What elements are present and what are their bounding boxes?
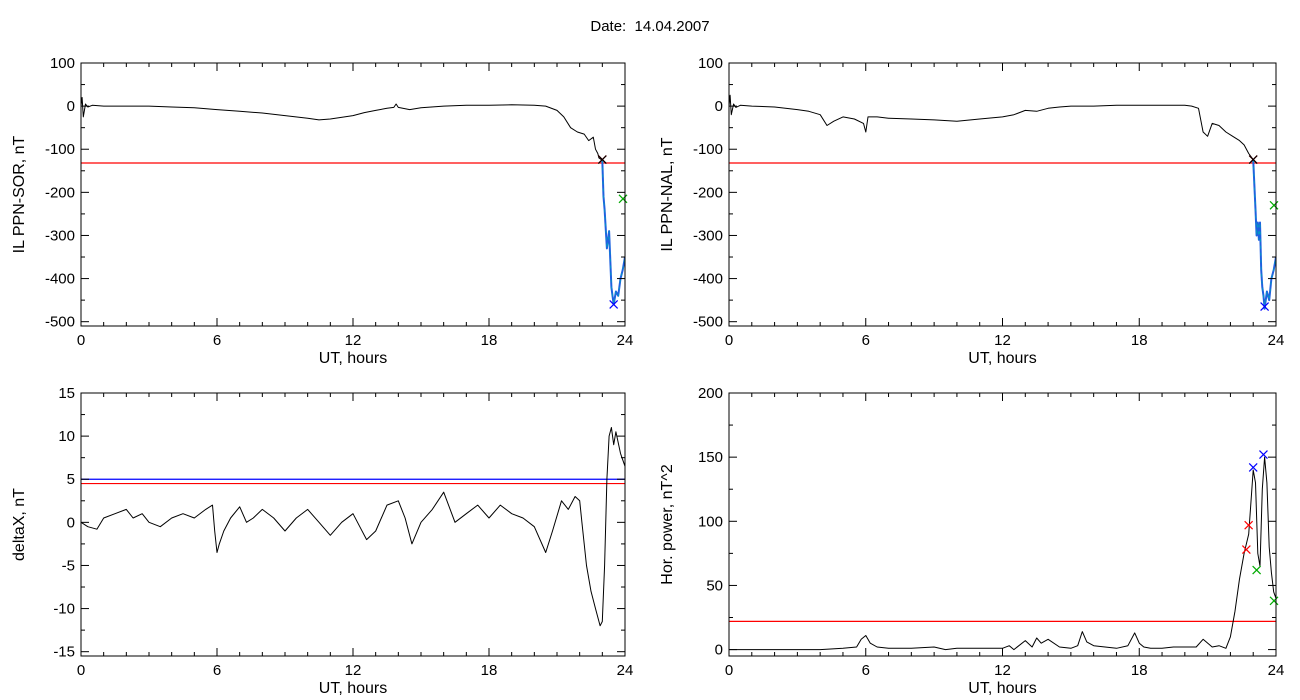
data-marker-red: [1244, 520, 1254, 530]
data-line-black: [81, 97, 603, 161]
y-tick-label: 5: [67, 471, 75, 488]
chart-panel-4: 0 6 12 18 24 200 150 100 50 0 UT, hours Hor. power,…: [659, 385, 1284, 697]
x-tick-label: 6: [862, 332, 870, 349]
data-line-cyan-overlay: [1252, 159, 1276, 309]
plot-frame: [728, 62, 1277, 327]
chart-panel-1: 0 6 12 18 24 100 0 -100 -200 -300 -400 -500 UT, hour…: [11, 55, 633, 367]
marker-stroke: [1248, 155, 1258, 165]
data-marker-blue: [1248, 462, 1258, 472]
y-tick-label: -100: [45, 141, 75, 158]
data-group: [81, 97, 625, 306]
x-tick-label: 18: [481, 662, 498, 679]
x-tick-label: 24: [1268, 662, 1285, 679]
marker-stroke: [1252, 565, 1262, 575]
y-tick-label: -200: [693, 184, 723, 201]
y-tick-label: 200: [698, 385, 723, 402]
x-tick-label: 12: [345, 662, 362, 679]
page-title: Date: 14.04.2007: [590, 18, 710, 35]
x-tick-label: 24: [617, 662, 634, 679]
y-tick-label: 0: [67, 98, 75, 115]
y-tick-label: -10: [53, 601, 75, 618]
data-marker-green: [618, 194, 628, 204]
y-axis-label: deltaX, nT: [11, 488, 28, 561]
x-axis-label: UT, hours: [968, 680, 1036, 697]
plot-frame: [80, 62, 626, 327]
x-tick-label: 24: [1268, 332, 1285, 349]
y-tick-label: -15: [53, 644, 75, 661]
marker-stroke: [1269, 200, 1279, 210]
marker-stroke: [597, 155, 607, 165]
y-tick-label: 100: [698, 513, 723, 530]
plot-frame: [728, 392, 1277, 657]
y-axis-label: Hor. power, nT^2: [659, 464, 676, 585]
data-marker-blue: [609, 300, 619, 309]
x-axis-label: UT, hours: [968, 350, 1036, 367]
y-axis-label: IL PPN-SOR, nT: [11, 135, 28, 253]
y-tick-label: -300: [45, 227, 75, 244]
data-marker-blue: [1260, 302, 1270, 312]
x-tick-label: 18: [1131, 662, 1148, 679]
y-tick-label: -500: [693, 314, 723, 331]
y-axis-label: IL PPN-NAL, nT: [659, 137, 676, 251]
x-tick-label: 24: [617, 332, 634, 349]
chart-panel-3: 0 6 12 18 24 15 10 5 0 -5 -10 -15 UT, hours deltaX, n…: [11, 385, 633, 697]
x-tick-label: 6: [213, 332, 221, 349]
data-group: [729, 456, 1276, 651]
y-tick-label: 10: [58, 428, 75, 445]
y-tick-label: -300: [693, 227, 723, 244]
y-tick-label: 150: [698, 449, 723, 466]
x-tick-label: 0: [725, 662, 733, 679]
marker-stroke: [1260, 302, 1270, 312]
y-tick-label: -500: [45, 314, 75, 331]
data-marker-green: [1269, 596, 1279, 606]
data-line-black: [729, 456, 1276, 651]
data-group: [729, 94, 1276, 310]
y-tick-label: 100: [50, 55, 75, 72]
x-tick-label: 6: [862, 662, 870, 679]
x-tick-label: 0: [77, 662, 85, 679]
x-tick-label: 18: [1131, 332, 1148, 349]
data-marker-black: [1248, 155, 1258, 165]
y-tick-label: 100: [698, 55, 723, 72]
data-group: [81, 427, 625, 627]
x-tick-label: 18: [481, 332, 498, 349]
data-marker-red: [1241, 545, 1251, 554]
x-axis-label: UT, hours: [319, 350, 387, 367]
y-tick-label: 0: [715, 98, 723, 115]
x-tick-label: 0: [77, 332, 85, 349]
y-tick-label: -100: [693, 141, 723, 158]
x-tick-label: 0: [725, 332, 733, 349]
x-tick-label: 12: [994, 662, 1011, 679]
y-tick-label: -400: [693, 271, 723, 288]
data-line-cyan-overlay: [601, 160, 625, 305]
y-tick-label: 50: [706, 577, 723, 594]
x-axis-label: UT, hours: [319, 680, 387, 697]
data-marker-blue: [1259, 450, 1268, 460]
data-marker-black: [597, 155, 607, 165]
y-tick-label: -200: [45, 184, 75, 201]
marker-stroke: [609, 300, 619, 309]
data-line-black: [729, 94, 1254, 160]
y-tick-label: 0: [715, 642, 723, 659]
marker-stroke: [618, 194, 628, 204]
marker-stroke: [1241, 545, 1251, 554]
x-tick-label: 6: [213, 662, 221, 679]
y-tick-label: -400: [45, 271, 75, 288]
y-tick-label: 15: [58, 385, 75, 402]
x-tick-label: 12: [345, 332, 362, 349]
marker-stroke: [1244, 520, 1254, 530]
chart-panel-2: 0 6 12 18 24 100 0 -100 -200 -300 -400 -500 UT, hour…: [659, 55, 1284, 367]
y-tick-label: 0: [67, 514, 75, 531]
marker-stroke: [1248, 462, 1258, 472]
data-marker-green: [1269, 200, 1279, 210]
data-marker-green: [1252, 565, 1262, 575]
y-tick-label: -5: [62, 557, 75, 574]
x-tick-label: 12: [994, 332, 1011, 349]
marker-stroke: [1259, 450, 1268, 460]
data-line-black: [81, 427, 625, 627]
marker-stroke: [1269, 596, 1279, 606]
